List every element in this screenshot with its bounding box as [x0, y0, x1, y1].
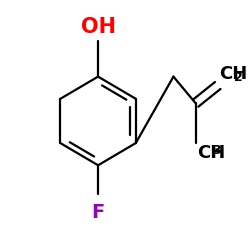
Text: F: F — [92, 203, 105, 222]
Text: 3: 3 — [212, 144, 221, 157]
Text: OH: OH — [80, 17, 116, 37]
Text: 2: 2 — [234, 71, 243, 84]
Text: CH: CH — [219, 65, 247, 83]
Text: CH: CH — [197, 144, 225, 162]
